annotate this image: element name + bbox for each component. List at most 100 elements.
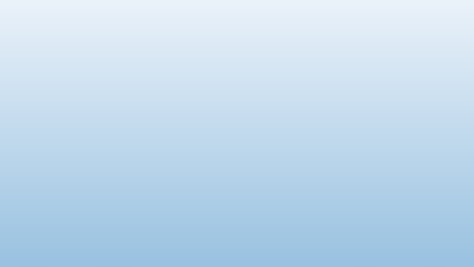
- Text: News Director: News Director: [2, 41, 59, 50]
- Text: Tape Editor: Tape Editor: [2, 214, 47, 223]
- Text: 171,300: 171,300: [158, 87, 191, 96]
- Text: 50,000: 50,000: [161, 226, 188, 235]
- Text: 34,000: 34,000: [294, 226, 322, 235]
- Text: News Producer: News Producer: [2, 168, 62, 177]
- Text: Graphics Specialist: Graphics Specialist: [2, 226, 79, 235]
- Text: Assignment Editor: Assignment Editor: [2, 156, 76, 165]
- Text: $190,000: $190,000: [155, 41, 193, 50]
- Text: 40,000: 40,000: [228, 156, 255, 165]
- Text: 29,000: 29,000: [428, 110, 456, 119]
- Text: 33,000: 33,000: [294, 168, 322, 177]
- Text: 55,000: 55,000: [161, 156, 188, 165]
- Text: 19,500: 19,500: [294, 191, 322, 200]
- Text: 44,000: 44,000: [361, 226, 389, 235]
- Text: 96,000: 96,000: [228, 99, 255, 107]
- Text: Sports Anchor: Sports Anchor: [2, 110, 59, 119]
- Text: 60,000: 60,000: [228, 237, 255, 246]
- Text: 101-150: 101-150: [357, 31, 393, 40]
- Text: 66,300: 66,300: [228, 75, 255, 84]
- Text: Executive Producer: Executive Producer: [2, 75, 80, 84]
- Text: 92,500: 92,500: [161, 64, 188, 73]
- Text: 28,000: 28,000: [294, 214, 322, 223]
- Text: 30,000: 30,000: [361, 121, 389, 131]
- Text: 26,000: 26,000: [428, 121, 456, 131]
- Text: 33,000: 33,000: [428, 237, 456, 246]
- Text: 45,000: 45,000: [294, 237, 322, 246]
- Text: 1 – 25: 1 – 25: [161, 31, 188, 40]
- Text: 61,300: 61,300: [361, 87, 389, 96]
- Text: 55,000: 55,000: [161, 168, 188, 177]
- Text: 19,800: 19,800: [428, 191, 456, 200]
- Text: 48,000: 48,000: [428, 52, 456, 61]
- Text: 115,000: 115,000: [158, 110, 191, 119]
- Text: 65,000: 65,000: [294, 99, 322, 107]
- Text: 26 – 50: 26 – 50: [225, 31, 257, 40]
- Text: 28,500: 28,500: [361, 133, 389, 142]
- Text: 52,000: 52,000: [361, 99, 389, 107]
- Text: 27,000: 27,000: [361, 145, 389, 154]
- Text: 21,000: 21,000: [428, 249, 456, 258]
- Text: 20,500: 20,500: [361, 191, 389, 200]
- Text: 23,000: 23,000: [428, 260, 456, 267]
- Text: Social Media Prod/Ed: Social Media Prod/Ed: [2, 249, 87, 258]
- Text: 30,500: 30,500: [228, 191, 255, 200]
- Text: $105,000: $105,000: [289, 41, 327, 50]
- Text: Median TV News Salaries By Market Size: Median TV News Salaries By Market Size: [131, 9, 343, 19]
- Text: Weathercaster: Weathercaster: [2, 99, 61, 107]
- Text: Sports Reporter: Sports Reporter: [2, 145, 66, 154]
- Text: 36,000: 36,000: [228, 214, 255, 223]
- Text: 76,000: 76,000: [161, 121, 188, 131]
- Text: News Writer: News Writer: [2, 179, 51, 189]
- Text: 47,000: 47,000: [161, 179, 188, 189]
- Text: 52,000: 52,000: [361, 64, 389, 73]
- Text: 25,000: 25,000: [428, 145, 456, 154]
- Text: *: *: [373, 179, 377, 189]
- Text: 65,000: 65,000: [228, 64, 255, 73]
- Text: 130,000: 130,000: [225, 87, 257, 96]
- Text: 90,000: 90,000: [228, 52, 255, 61]
- Text: 34,000: 34,000: [294, 133, 322, 142]
- Text: 40,000: 40,000: [228, 249, 255, 258]
- Text: 30,000: 30,000: [361, 203, 389, 211]
- Text: 25,000: 25,000: [428, 226, 456, 235]
- Text: 151+: 151+: [430, 31, 454, 40]
- Text: 45,000: 45,000: [161, 214, 188, 223]
- Text: 27,500: 27,500: [361, 249, 389, 258]
- Text: $84.00: $84.00: [361, 41, 389, 50]
- Text: Assistant News Director: Assistant News Director: [2, 52, 98, 61]
- Text: 24,300: 24,300: [428, 133, 456, 142]
- Text: Digital Content Mgr: Digital Content Mgr: [2, 237, 81, 246]
- Text: 90,000: 90,000: [161, 75, 188, 84]
- Text: 35,000: 35,000: [428, 75, 456, 84]
- Text: 30,500: 30,500: [428, 214, 456, 223]
- Text: 34,000: 34,000: [294, 203, 322, 211]
- Text: 25,500: 25,500: [428, 168, 456, 177]
- Text: News Anchor: News Anchor: [2, 87, 55, 96]
- Text: 32,000: 32,000: [428, 156, 456, 165]
- Text: 40,000: 40,000: [361, 110, 389, 119]
- Text: 75,000: 75,000: [294, 87, 322, 96]
- Text: 62,000: 62,000: [161, 133, 188, 142]
- Text: 32,000: 32,000: [294, 249, 322, 258]
- Text: 36,000: 36,000: [361, 237, 389, 246]
- Text: *: *: [440, 179, 444, 189]
- Text: 52,500: 52,500: [228, 145, 255, 154]
- Text: 50,000: 50,000: [161, 260, 188, 267]
- Text: Managing Editor: Managing Editor: [2, 64, 68, 73]
- Text: 70,000: 70,000: [294, 52, 322, 61]
- Text: 55,000: 55,000: [228, 121, 255, 131]
- Text: $141,500: $141,500: [222, 41, 260, 50]
- Text: 55,000: 55,000: [161, 249, 188, 258]
- Text: 40,000: 40,000: [294, 121, 322, 131]
- Text: 43,000: 43,000: [428, 87, 456, 96]
- Text: 32,500: 32,500: [228, 179, 255, 189]
- Text: Photographer: Photographer: [2, 203, 57, 211]
- Text: MMJ: MMJ: [2, 133, 18, 142]
- Text: 45,000: 45,000: [361, 75, 389, 84]
- Text: 51 – 100: 51 – 100: [290, 31, 327, 40]
- Text: 39,000: 39,000: [294, 156, 322, 165]
- Text: 29,000: 29,000: [294, 179, 322, 189]
- Text: Web/Mobile Writer/Prod: Web/Mobile Writer/Prod: [2, 260, 97, 267]
- Text: 40,000: 40,000: [228, 226, 255, 235]
- Text: News Assistant: News Assistant: [2, 191, 63, 200]
